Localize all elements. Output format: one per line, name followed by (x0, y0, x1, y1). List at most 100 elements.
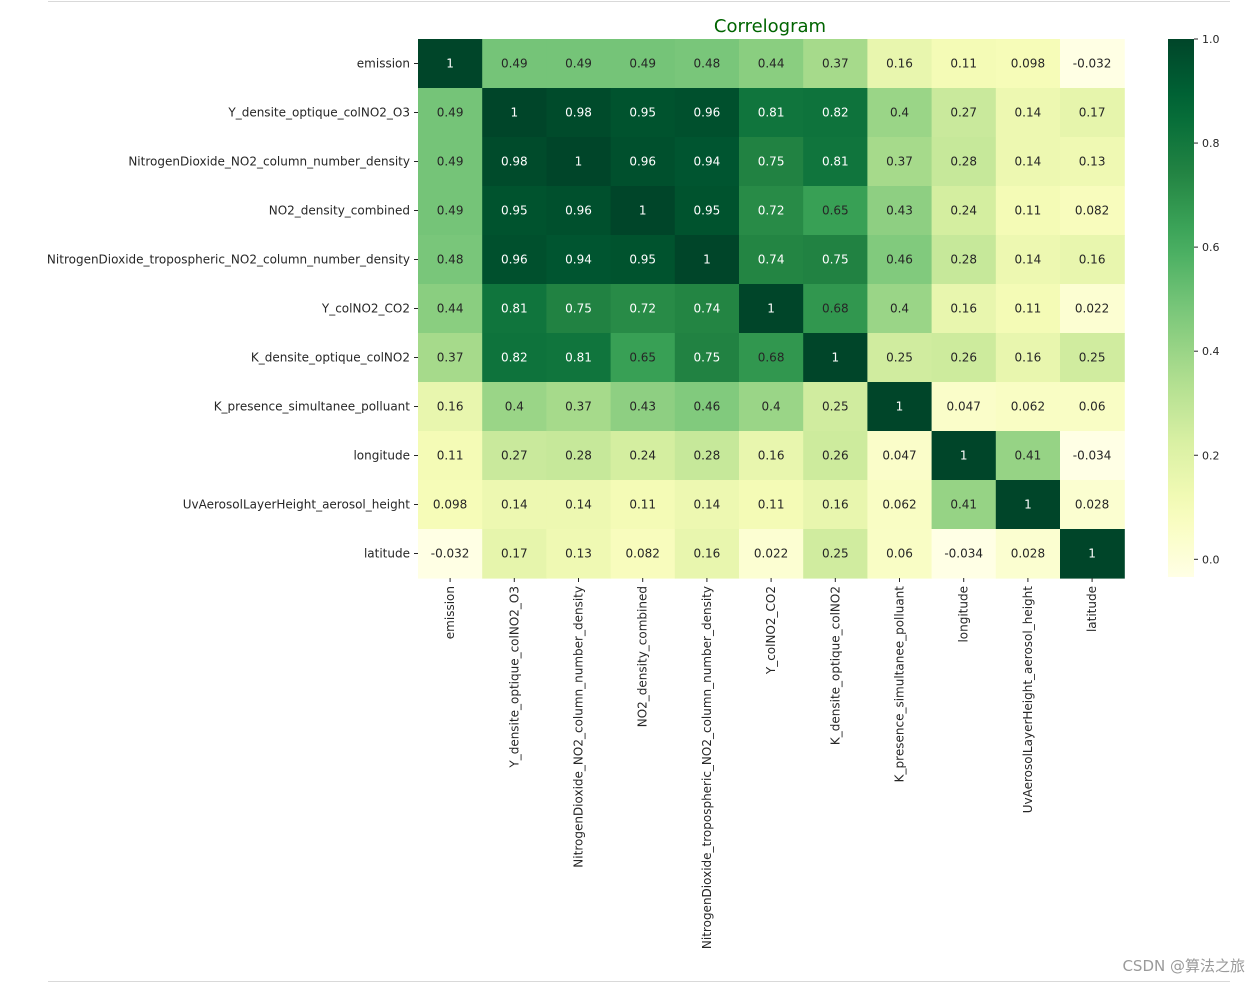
cell-value-label: 0.14 (1015, 253, 1042, 267)
cell-value-label: 0.13 (565, 547, 592, 561)
cell-value-label: 0.75 (758, 155, 785, 169)
heatmap-cell (803, 480, 868, 530)
cell-value-label: 0.96 (565, 204, 592, 218)
column-label: K_densite_optique_colNO2 (828, 586, 842, 745)
cell-value-label: 0.11 (629, 498, 656, 512)
heatmap-cell (995, 186, 1061, 236)
cell-value-label: 0.49 (437, 155, 464, 169)
cell-value-label: 0.14 (1015, 155, 1042, 169)
heatmap-cell (803, 88, 868, 138)
heatmap-cell (803, 39, 868, 89)
colorbar-tick-label: 0.6 (1202, 241, 1220, 254)
cell-value-label: 0.098 (433, 498, 467, 512)
cell-value-label: 0.047 (947, 400, 981, 414)
heatmap-cell (482, 333, 547, 383)
heatmap-cell (610, 39, 676, 89)
cell-value-label: 0.48 (694, 57, 721, 71)
heatmap-cell (867, 284, 933, 334)
heatmap-cell (418, 88, 483, 138)
heatmap-cell (546, 39, 612, 89)
column-label: Y_densite_optique_colNO2_O3 (507, 586, 521, 769)
heatmap-cell (482, 235, 547, 285)
cell-value-label: 0.37 (886, 155, 913, 169)
cell-value-label: 0.98 (565, 106, 592, 120)
heatmap-cell (418, 284, 483, 334)
cell-value-label: 0.098 (1011, 57, 1045, 71)
heatmap-cell (931, 431, 997, 481)
heatmap-cell (867, 137, 933, 187)
cell-value-label: 1 (575, 155, 583, 169)
heatmap-cell (931, 235, 997, 285)
cell-value-label: 0.28 (950, 253, 977, 267)
cell-value-label: 0.98 (501, 155, 528, 169)
heatmap-cell (803, 529, 868, 579)
heatmap-cell (739, 529, 804, 579)
cell-value-label: 0.37 (437, 351, 464, 365)
heatmap-cell (803, 431, 868, 481)
cell-value-label: 0.16 (886, 57, 913, 71)
heatmap-cell (995, 333, 1061, 383)
cell-value-label: 0.94 (694, 155, 721, 169)
cell-value-label: 0.49 (565, 57, 592, 71)
heatmap-cell (803, 235, 868, 285)
row-label: emission (357, 57, 410, 71)
heatmap-cell (739, 235, 804, 285)
cell-value-label: 0.95 (629, 253, 656, 267)
heatmap-cell (546, 88, 612, 138)
cell-value-label: 0.46 (694, 400, 721, 414)
colorbar-tick-label: 0.8 (1202, 137, 1220, 150)
cell-value-label: 1 (1024, 498, 1032, 512)
heatmap-cell (674, 431, 740, 481)
colorbar-tick-label: 0.4 (1202, 345, 1220, 358)
heatmap-cell (674, 382, 740, 432)
cell-value-label: 0.022 (1075, 302, 1109, 316)
cell-value-label: 0.75 (694, 351, 721, 365)
heatmap-cell (610, 333, 676, 383)
cell-value-label: 0.24 (950, 204, 977, 218)
heatmap-cell (739, 39, 804, 89)
cell-value-label: 0.44 (758, 57, 785, 71)
cell-value-label: 0.16 (437, 400, 464, 414)
colorbar (1168, 39, 1194, 577)
heatmap-cell (610, 137, 676, 187)
heatmap-cell (1060, 235, 1125, 285)
heatmap-cell (995, 235, 1061, 285)
chart-title: Correlogram (714, 16, 826, 37)
row-label: NO2_density_combined (269, 204, 410, 218)
heatmap-cell (674, 529, 740, 579)
heatmap-cell (739, 284, 804, 334)
cell-value-label: 0.27 (501, 449, 528, 463)
row-label: NitrogenDioxide_NO2_column_number_densit… (128, 155, 410, 169)
cell-value-label: 0.75 (565, 302, 592, 316)
row-label: Y_colNO2_CO2 (321, 302, 410, 316)
heatmap-cell (995, 284, 1061, 334)
heatmap-cell (995, 431, 1061, 481)
heatmap-cell (1060, 382, 1125, 432)
cell-value-label: 1 (767, 302, 775, 316)
cell-value-label: 0.25 (886, 351, 913, 365)
cell-value-label: 0.4 (505, 400, 524, 414)
heatmap-cell (995, 137, 1061, 187)
cell-value-label: 0.28 (694, 449, 721, 463)
cell-value-label: 0.06 (886, 547, 913, 561)
heatmap-cell (418, 186, 483, 236)
row-label: latitude (364, 547, 410, 561)
cell-value-label: 0.44 (437, 302, 464, 316)
cell-value-label: 0.81 (822, 155, 849, 169)
cell-value-label: 0.49 (437, 204, 464, 218)
heatmap-cell (995, 529, 1061, 579)
cell-value-label: 0.25 (1079, 351, 1106, 365)
heatmap-cell (739, 88, 804, 138)
heatmap-cell (867, 186, 933, 236)
heatmap-cell (610, 480, 676, 530)
heatmap-cell (418, 431, 483, 481)
colorbar-ticks: 0.0 0.2 0.4 0.6 0.8 1.0 (1194, 33, 1220, 566)
cell-value-label: 0.48 (437, 253, 464, 267)
heatmap-cell (995, 88, 1061, 138)
heatmap-cell (482, 480, 547, 530)
cell-value-label: -0.032 (1073, 57, 1112, 71)
bottom-frame-line (48, 981, 1230, 982)
cell-value-label: 0.74 (694, 302, 721, 316)
cell-value-label: 0.68 (822, 302, 849, 316)
